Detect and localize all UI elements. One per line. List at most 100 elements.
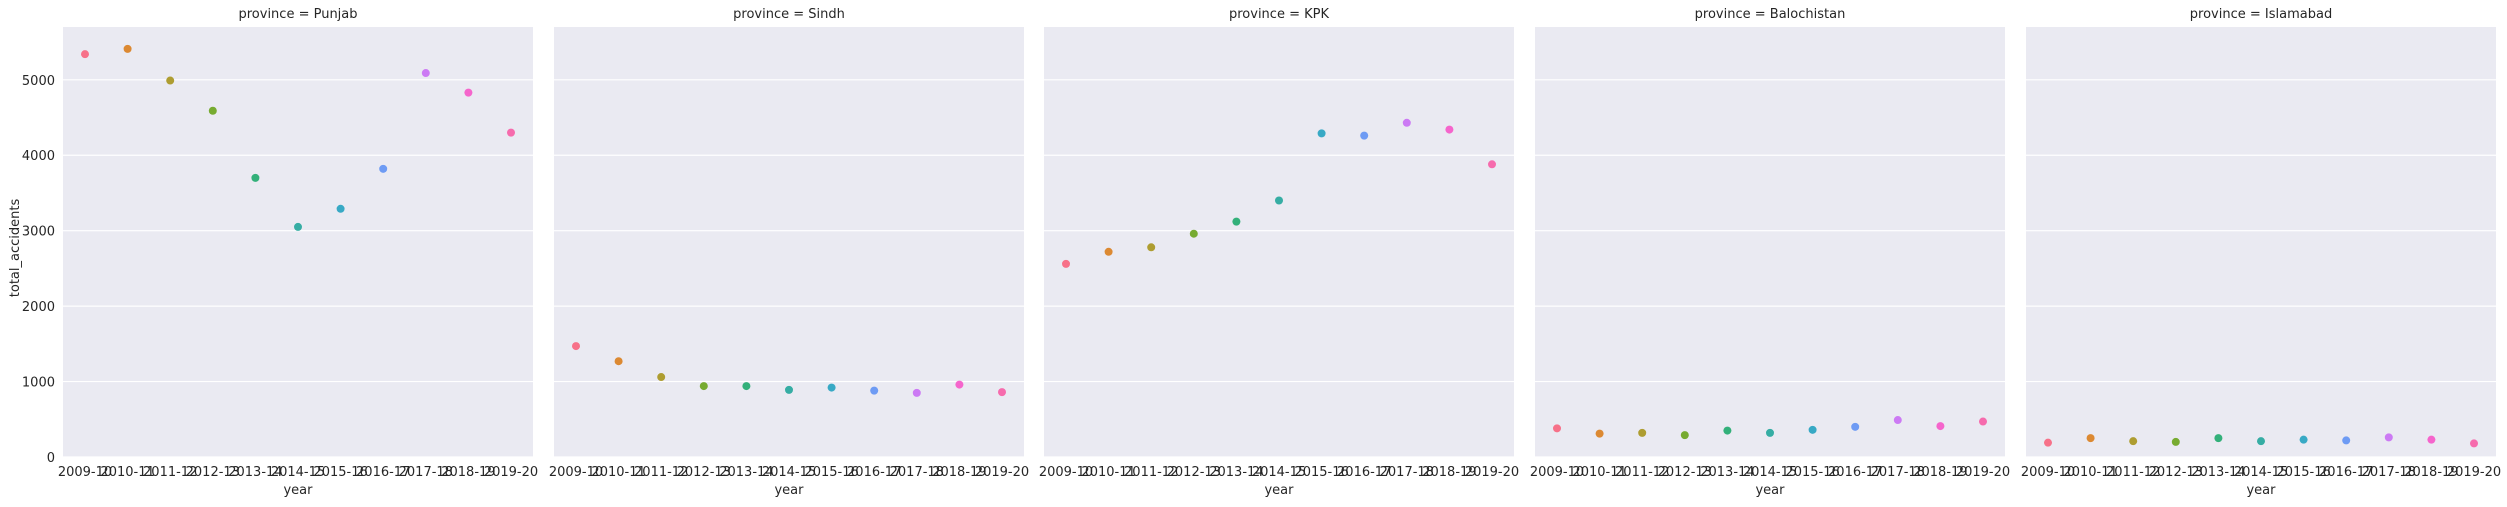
x-tick-label: 2018-19	[1422, 465, 1476, 480]
x-tick-label: 2014-15	[1743, 465, 1797, 480]
y-tick-label: 2000	[22, 300, 55, 315]
data-point	[1595, 429, 1604, 438]
data-point	[1445, 125, 1454, 134]
data-point	[2257, 437, 2265, 446]
data-point	[1936, 422, 1945, 431]
x-tick-label: 2016-17	[847, 465, 901, 480]
x-tick-label: 2013-14	[2191, 465, 2245, 480]
data-point	[1808, 425, 1817, 434]
data-point	[1275, 196, 1283, 205]
facet-panel: province = Sindh2009-102010-112011-12201…	[549, 7, 1029, 498]
plot-background	[1044, 27, 1514, 457]
x-axis-label: year	[774, 483, 804, 498]
x-tick-label: 2014-15	[1252, 465, 1306, 480]
data-point	[657, 373, 666, 382]
x-tick-label: 2012-13	[1167, 465, 1221, 480]
x-tick-label: 2009-10	[58, 465, 112, 480]
data-point	[998, 388, 1006, 397]
data-point	[2384, 433, 2393, 442]
x-tick-label: 2016-17	[356, 465, 410, 480]
data-point	[955, 380, 964, 389]
data-point	[294, 222, 302, 231]
data-point	[421, 69, 430, 78]
x-tick-label: 2017-18	[399, 465, 453, 480]
data-point	[1680, 431, 1689, 440]
facet-panel: province = Punjab 0 1000 2000 3000 4000 5000 20…	[22, 7, 538, 498]
data-point	[251, 173, 260, 182]
x-tick-label: 2016-17	[1828, 465, 1882, 480]
x-tick-label: 2011-12	[1124, 465, 1178, 480]
data-point	[2470, 439, 2478, 448]
x-tick-label: 2009-10	[1530, 465, 1584, 480]
facet-title: province = KPK	[1229, 7, 1329, 22]
facet-panel: province = Balochistan 2009-102010-112011…	[1530, 7, 2010, 498]
data-point	[912, 388, 921, 397]
x-tick-label: 2010-11	[1081, 465, 1135, 480]
data-point	[614, 357, 623, 366]
plot-background	[1535, 27, 2005, 457]
x-tick-label: 2011-12	[634, 465, 688, 480]
x-tick-label: 2015-16	[1294, 465, 1348, 480]
x-tick-label: 2018-19	[1913, 465, 1967, 480]
x-tick-label: 2012-13	[186, 465, 240, 480]
x-tick-label: 2010-11	[1572, 465, 1626, 480]
x-tick-label: 2019-20	[975, 465, 1029, 480]
y-tick-label: 4000	[22, 149, 55, 164]
data-point	[2171, 437, 2180, 446]
y-axis-label: total_accidents	[8, 199, 23, 298]
data-point	[1979, 417, 1987, 426]
data-point	[1104, 247, 1113, 256]
data-point	[2342, 436, 2351, 445]
x-tick-label: 2009-10	[2021, 465, 2075, 480]
data-point	[1062, 259, 1070, 268]
data-point	[123, 44, 132, 53]
x-tick-label: 2019-20	[2447, 465, 2501, 480]
data-point	[507, 128, 515, 137]
data-point	[2044, 438, 2052, 447]
x-tick-label: 2012-13	[677, 465, 731, 480]
x-tick-label: 2018-19	[2404, 465, 2458, 480]
facet-panels: province = Punjab 0 1000 2000 3000 4000 5000 20…	[22, 7, 2501, 498]
data-point	[572, 342, 580, 351]
x-tick-label: 2010-11	[100, 465, 154, 480]
data-point	[166, 76, 175, 85]
x-tick-label: 2011-12	[1615, 465, 1669, 480]
data-point	[1893, 416, 1902, 425]
facet-title: province = Islamabad	[2190, 7, 2332, 22]
x-tick-label: 2016-17	[2319, 465, 2373, 480]
data-point	[2086, 434, 2095, 443]
y-tick-label: 5000	[22, 74, 55, 89]
data-point	[336, 204, 345, 213]
x-tick-label: 2015-16	[1785, 465, 1839, 480]
facet-title: province = Sindh	[733, 7, 845, 22]
data-point	[785, 385, 793, 394]
x-tick-label: 2009-10	[549, 465, 603, 480]
x-tick-label: 2017-18	[2362, 465, 2416, 480]
data-point	[1360, 131, 1369, 140]
y-tick-label: 1000	[22, 376, 55, 391]
facet-panel: province = Islamabad 2009-102010-112011-1…	[2021, 7, 2501, 498]
x-tick-label: 2017-18	[890, 465, 944, 480]
x-tick-label: 2015-16	[2276, 465, 2330, 480]
data-point	[1851, 422, 1860, 431]
x-tick-label: 2017-18	[1380, 465, 1434, 480]
plot-background	[2026, 27, 2496, 457]
data-point	[699, 382, 708, 391]
x-tick-label: 2018-19	[441, 465, 495, 480]
x-tick-label: 2013-14	[228, 465, 282, 480]
data-point	[1147, 243, 1156, 252]
x-tick-label: 2011-12	[2106, 465, 2160, 480]
data-point	[2299, 435, 2308, 444]
data-point	[1317, 129, 1326, 138]
data-point	[379, 164, 388, 173]
data-point	[1402, 118, 1411, 127]
x-tick-label: 2013-14	[719, 465, 773, 480]
data-point	[208, 106, 217, 115]
data-point	[827, 383, 836, 392]
facet-title: province = Balochistan	[1695, 7, 1846, 22]
y-tick-label: 0	[47, 451, 55, 466]
data-point	[1189, 229, 1198, 238]
x-tick-label: 2010-11	[591, 465, 645, 480]
x-tick-label: 2013-14	[1209, 465, 1263, 480]
